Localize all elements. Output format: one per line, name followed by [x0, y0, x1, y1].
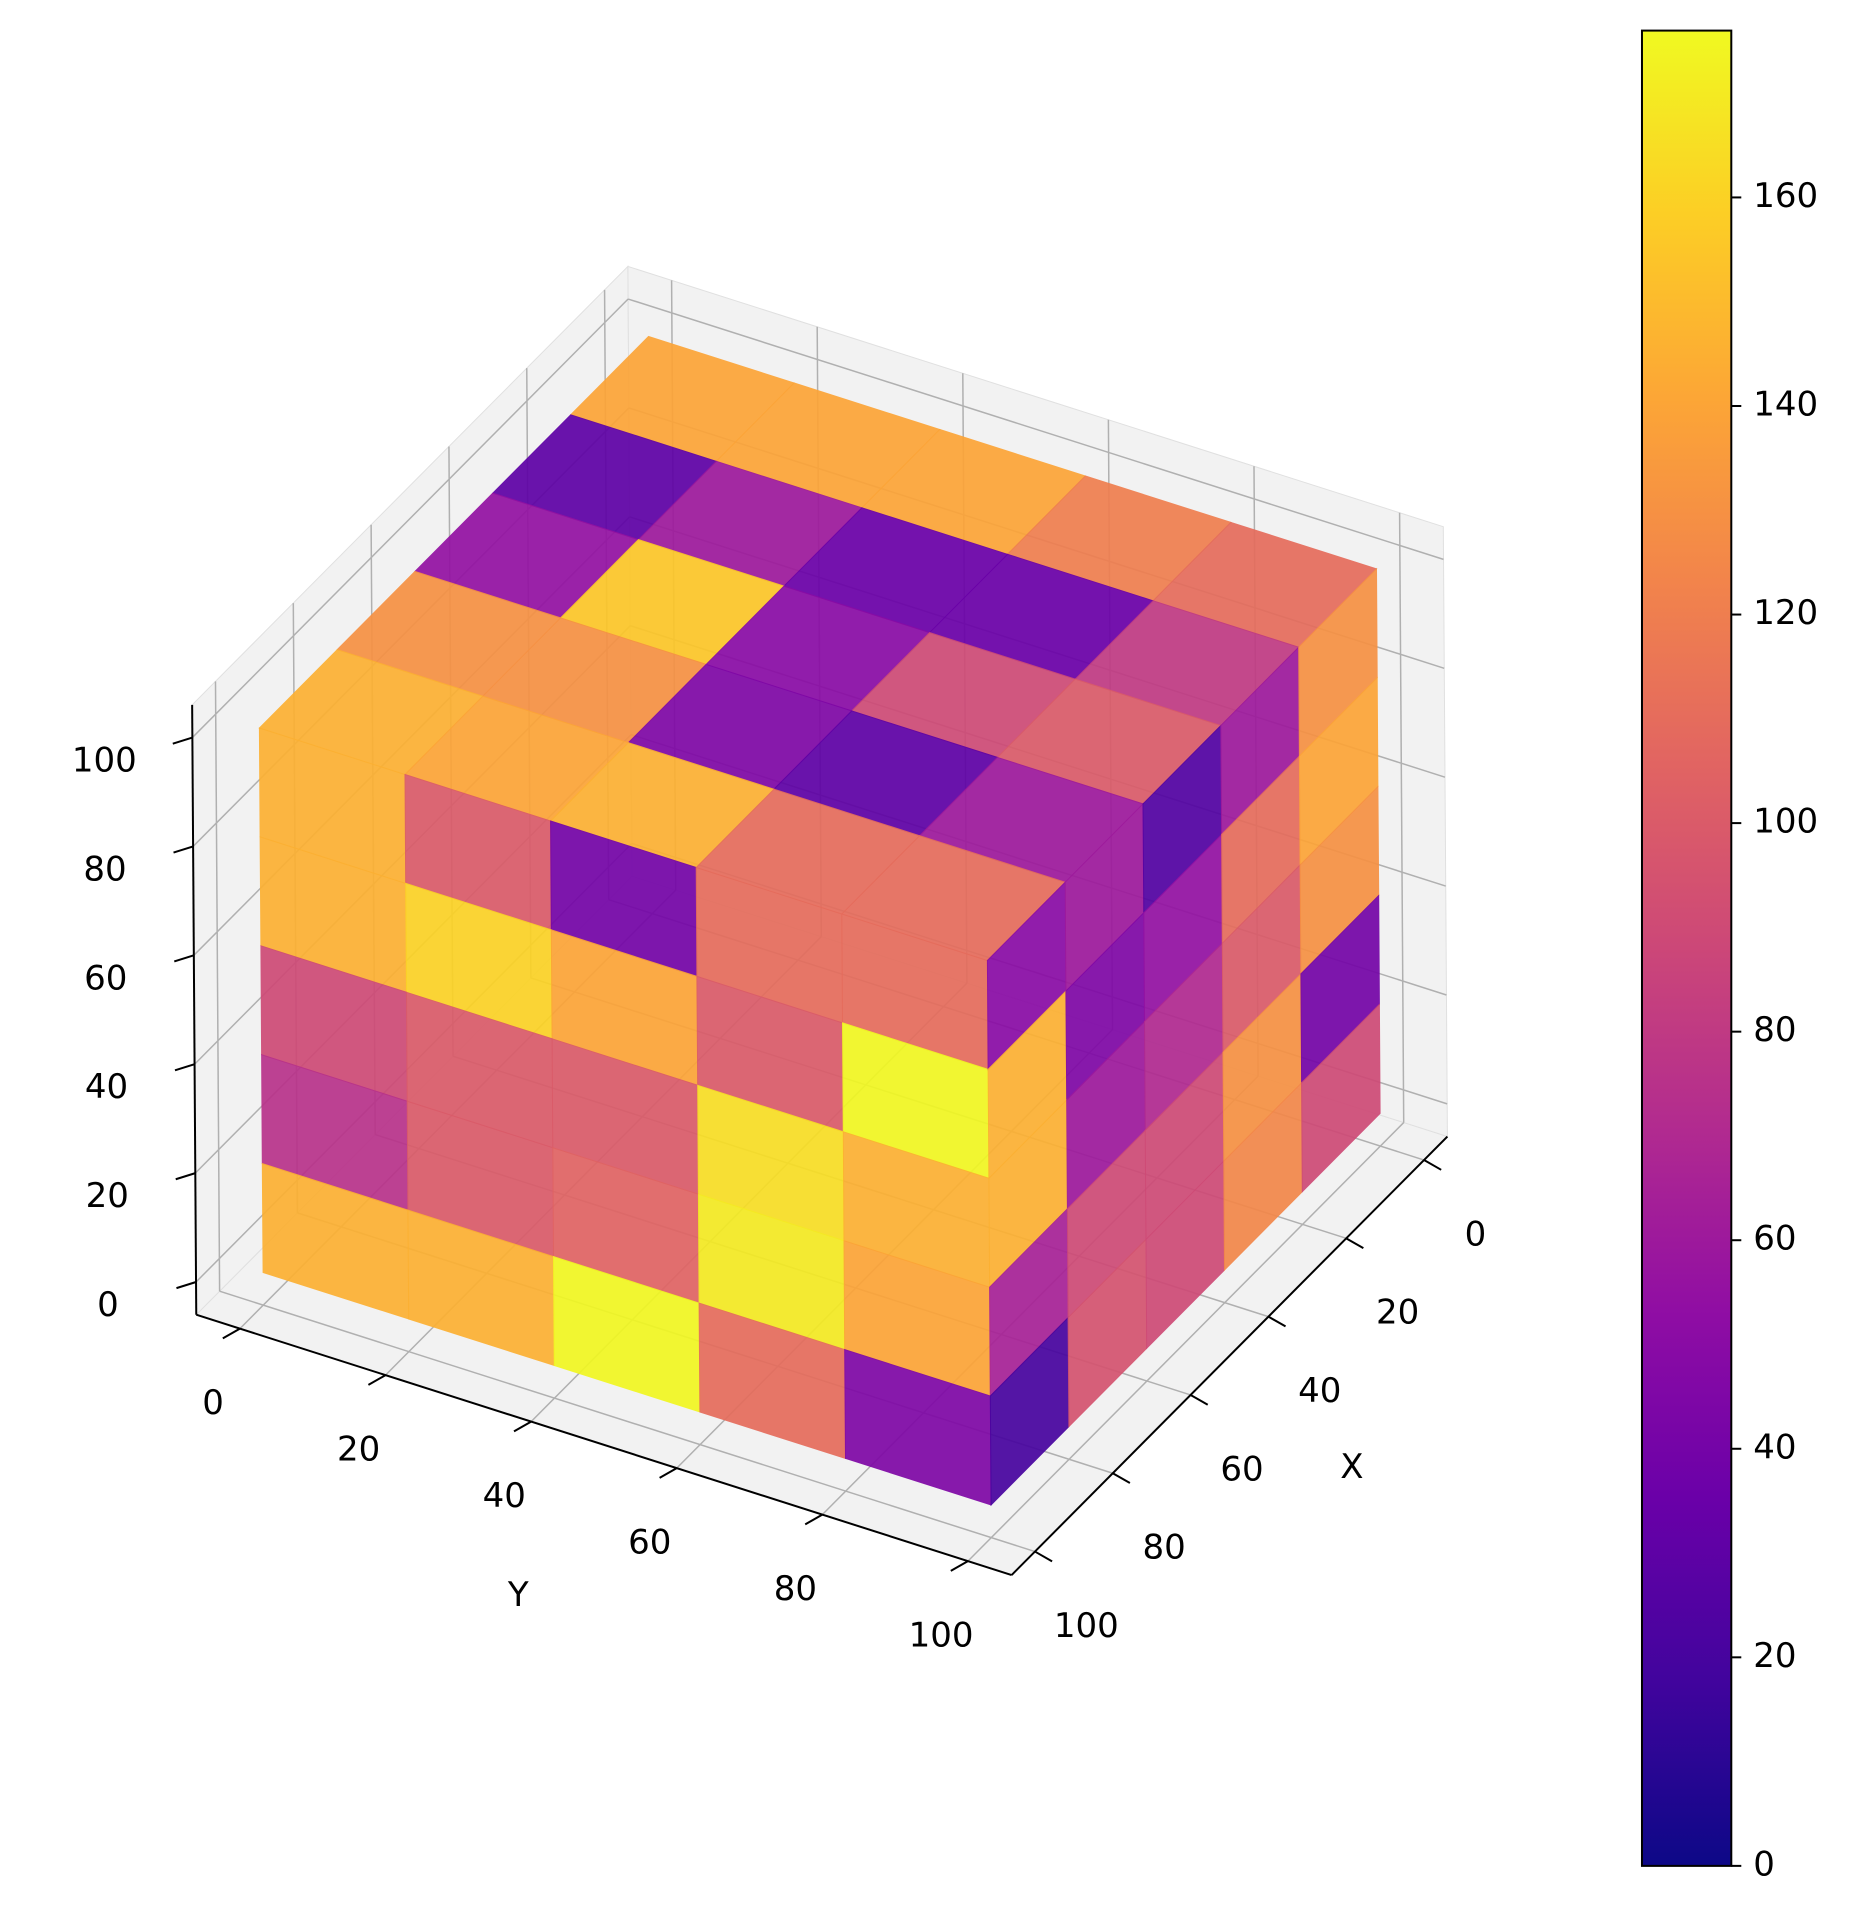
tick-label: 0: [1465, 1214, 1487, 1254]
axis-label: Y: [507, 1575, 529, 1615]
tick-mark: [1267, 1315, 1287, 1328]
tick-label: 80: [83, 849, 126, 889]
tick-mark: [367, 1374, 387, 1386]
axis-line: [195, 1313, 1012, 1577]
tick-mark: [1034, 1550, 1053, 1563]
colorbar-tick-label: 0: [1753, 1844, 1775, 1884]
tick-mark: [172, 736, 193, 745]
tick-label: 0: [97, 1285, 119, 1325]
tick-label: 40: [1298, 1371, 1341, 1411]
tick-mark: [1190, 1394, 1209, 1406]
tick-mark: [513, 1420, 532, 1433]
colorbar-tick-label: 100: [1753, 802, 1818, 842]
grid-line: [1398, 512, 1405, 1123]
colorbar-tick-label: 120: [1753, 593, 1818, 633]
tick-label: 100: [1054, 1606, 1119, 1646]
grid-line: [967, 1122, 1405, 1562]
tick-label: 80: [774, 1569, 817, 1609]
tick-mark: [950, 1560, 969, 1572]
colorbar: [1640, 29, 1733, 1867]
tick-label: 100: [72, 741, 137, 781]
tick-label: 60: [84, 958, 127, 998]
tick-label: 0: [202, 1383, 224, 1423]
tick-label: 20: [1376, 1293, 1419, 1333]
grid-line: [627, 298, 1444, 561]
colorbar-tick-label: 40: [1753, 1427, 1796, 1467]
tick-mark: [1112, 1472, 1131, 1484]
tick-label: 40: [85, 1067, 128, 1107]
grid-line: [191, 298, 629, 739]
axis-label: X: [1340, 1447, 1363, 1487]
axis-line: [1010, 1135, 1449, 1576]
colorbar-tick-label: 20: [1753, 1636, 1796, 1676]
colorbar-tick-label: 60: [1753, 1219, 1796, 1259]
colorbar-tick-label: 140: [1753, 384, 1818, 424]
tick-label: 60: [1220, 1449, 1263, 1489]
tick-label: 100: [909, 1615, 974, 1655]
axis-line: [191, 704, 198, 1315]
tick-mark: [174, 1063, 195, 1072]
tick-label: 40: [483, 1476, 526, 1516]
tick-mark: [173, 954, 195, 963]
colorbar-tick-label: 160: [1753, 176, 1818, 216]
tick-mark: [175, 1172, 196, 1181]
grid-line: [214, 681, 221, 1292]
tick-mark: [1423, 1159, 1442, 1171]
tick-label: 20: [86, 1176, 129, 1216]
tick-label: 80: [1143, 1528, 1186, 1568]
tick-mark: [176, 1281, 197, 1290]
tick-label: 60: [628, 1522, 671, 1562]
tick-mark: [804, 1513, 823, 1526]
grid-line: [219, 1290, 1036, 1553]
voxel-patch: [1301, 1003, 1381, 1193]
tick-mark: [659, 1467, 678, 1479]
tick-label: 20: [337, 1429, 380, 1469]
tick-mark: [173, 845, 194, 854]
tick-mark: [1345, 1237, 1364, 1249]
tick-mark: [222, 1327, 241, 1340]
colorbar-tick-label: 80: [1753, 1010, 1796, 1050]
